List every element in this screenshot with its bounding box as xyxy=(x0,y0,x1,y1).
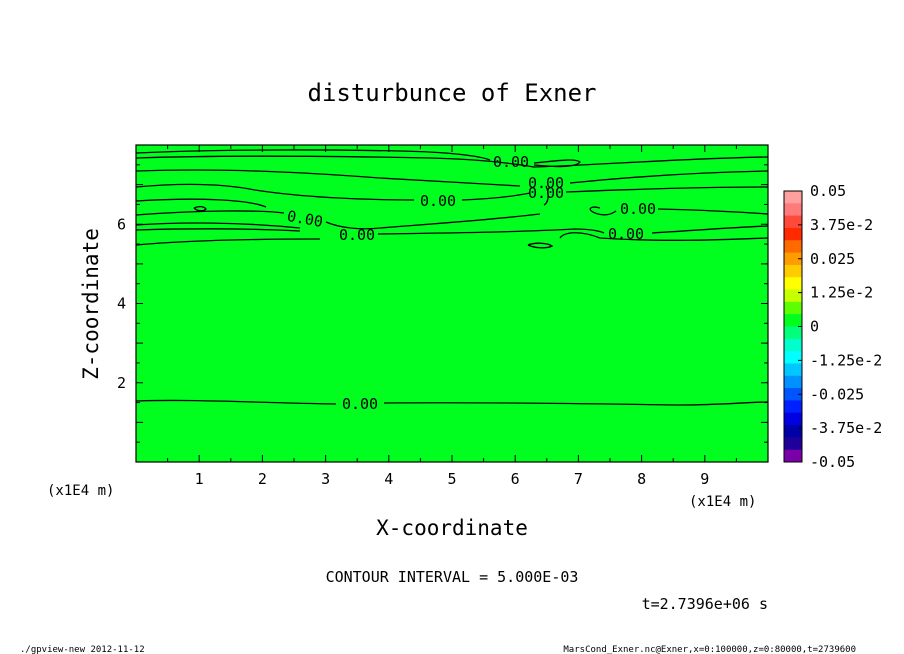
footer-right: MarsCond_Exner.nc@Exner,x=0:100000,z=0:8… xyxy=(563,645,856,654)
y-tick-label: 6 xyxy=(117,215,126,233)
x-unit-right: (x1E4 m) xyxy=(689,494,756,510)
colorbar-swatch xyxy=(784,363,802,377)
colorbar-swatch xyxy=(784,301,802,315)
contour-line xyxy=(193,205,207,212)
contour-label: 0.00 xyxy=(342,395,378,413)
contour-lines xyxy=(135,149,769,406)
x-tick-label: 7 xyxy=(574,470,583,488)
x-tick-label: 8 xyxy=(637,470,646,488)
contour-line xyxy=(135,399,337,405)
colorbar-swatch xyxy=(784,277,802,291)
contour-line xyxy=(135,238,321,246)
colorbar-label: -1.25e-2 xyxy=(810,351,882,369)
contour-labels: 0.00 0.00 0.00 0.00 0.00 0.00 0.00 0.00 … xyxy=(286,153,656,413)
contour-label: 0.00 xyxy=(339,226,375,244)
x-tick-label: 9 xyxy=(700,470,709,488)
x-tick-label: 5 xyxy=(447,470,456,488)
x-tick-label: 6 xyxy=(511,470,520,488)
contour-line xyxy=(135,198,267,208)
y-tick-label: 2 xyxy=(117,374,126,392)
colorbar-swatch xyxy=(784,289,802,303)
contour-line xyxy=(543,185,549,206)
chart-title: disturbunce of Exner xyxy=(308,79,597,107)
colorbar-swatch xyxy=(784,400,802,414)
colorbar-swatch xyxy=(784,449,802,463)
colorbar-label: -0.025 xyxy=(810,385,864,403)
contour-line xyxy=(135,149,491,161)
colorbar-label: 0.025 xyxy=(810,250,855,268)
contour-line xyxy=(565,186,769,193)
contour-line xyxy=(135,210,285,216)
colorbar-swatch xyxy=(784,215,802,229)
colorbar-swatch xyxy=(784,264,802,278)
y-axis: 2 4 6 xyxy=(117,144,768,463)
x-tick-label: 3 xyxy=(321,470,330,488)
colorbar-swatch xyxy=(784,351,802,364)
contour-line xyxy=(589,206,617,216)
contour-line xyxy=(461,192,531,201)
contour-label: 0.00 xyxy=(528,174,564,192)
contour-line xyxy=(569,170,769,184)
time-text: t=2.7396e+06 s xyxy=(642,595,768,613)
contour-line xyxy=(135,169,521,187)
contour-line xyxy=(325,213,541,230)
colorbar-label: 0.05 xyxy=(810,182,846,200)
colorbar-swatch xyxy=(784,437,802,451)
contour-line xyxy=(657,208,769,215)
contour-line xyxy=(377,228,605,235)
contour-line xyxy=(135,155,769,168)
colorbar-label: 3.75e-2 xyxy=(810,216,873,234)
plot-area xyxy=(136,145,768,462)
x-axis: 1 2 3 4 5 6 7 8 9 xyxy=(135,145,769,488)
colorbar-swatch xyxy=(784,252,802,266)
colorbar-swatch xyxy=(784,227,802,241)
footer-left: ./gpview-new 2012-11-12 xyxy=(20,645,145,654)
contour-line xyxy=(651,225,769,234)
contour-line xyxy=(135,228,301,232)
colorbar-swatch xyxy=(784,203,802,217)
colorbar-swatch xyxy=(784,388,802,401)
x-axis-title: X-coordinate xyxy=(376,516,528,540)
y-axis-title: Z-coordinate xyxy=(79,228,103,380)
colorbar-label: -0.05 xyxy=(810,453,855,471)
colorbar xyxy=(783,190,803,463)
contour-line xyxy=(559,232,769,241)
contour-line xyxy=(527,242,554,249)
colorbar-label: 1.25e-2 xyxy=(810,284,873,302)
colorbar-swatch xyxy=(784,425,802,438)
colorbar-swatch xyxy=(784,314,802,327)
colorbar-swatch xyxy=(784,326,802,340)
colorbar-labels: 0.05 3.75e-2 0.025 1.25e-2 0 -1.25e-2 -0.025 -3… xyxy=(810,182,882,471)
x-tick-label: 4 xyxy=(384,470,393,488)
contour-line xyxy=(383,401,769,406)
contour-interval-text: CONTOUR INTERVAL = 5.000E-03 xyxy=(326,568,579,586)
colorbar-swatch xyxy=(784,412,802,426)
colorbar-swatch xyxy=(784,191,802,204)
contour-line xyxy=(135,183,415,201)
x-tick-label: 2 xyxy=(258,470,267,488)
contour-label: 0.00 xyxy=(286,207,325,231)
contour-label: 0.00 xyxy=(528,184,564,202)
x-unit-left: (x1E4 m) xyxy=(47,483,114,499)
colorbar-label: -3.75e-2 xyxy=(810,419,882,437)
x-tick-label: 1 xyxy=(195,470,204,488)
colorbar-swatch xyxy=(784,338,802,352)
colorbar-swatch xyxy=(784,375,802,389)
y-tick-label: 4 xyxy=(117,295,126,313)
contour-label: 0.00 xyxy=(493,153,529,171)
contour-line xyxy=(135,222,301,229)
contour-label: 0.00 xyxy=(620,200,656,218)
contour-label: 0.00 xyxy=(608,225,644,243)
contour-label: 0.00 xyxy=(420,192,456,210)
colorbar-swatch xyxy=(784,240,802,254)
colorbar-label: 0 xyxy=(810,318,819,336)
